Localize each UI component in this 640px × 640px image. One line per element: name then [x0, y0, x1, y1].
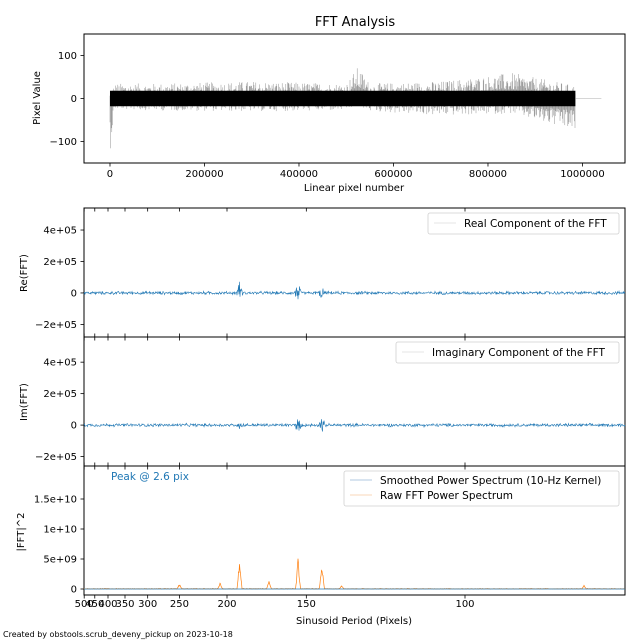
y-tick-label: 0	[71, 585, 77, 596]
imag-legend: Imaginary Component of the FFT	[395, 341, 620, 364]
period-tick-label: 300	[138, 599, 157, 610]
x-tick-label: 600000	[374, 169, 412, 180]
y-tick-label: 100	[58, 51, 77, 62]
imag-legend-label: Imaginary Component of the FFT	[432, 347, 606, 359]
y-tick-label: 4e+05	[43, 226, 77, 237]
real-panel-ticks: −2e+05 0 2e+05 4e+05	[35, 208, 466, 337]
pixel-panel-ticks: 0 200000 400000 600000 800000 1000000 −100 0 100	[50, 51, 605, 180]
power-panel-frame	[83, 465, 626, 596]
y-tick-label: −2e+05	[35, 452, 77, 463]
x-tick-label: 800000	[469, 169, 507, 180]
imag-fft-trace	[83, 419, 626, 432]
period-tick-label: 200	[217, 599, 236, 610]
raw-legend-label: Raw FFT Power Spectrum	[380, 490, 513, 502]
imag-panel-ticks: −2e+05 0 2e+05 4e+05	[35, 337, 466, 466]
real-fft-line	[83, 281, 626, 300]
x-tick-label: 1000000	[560, 169, 605, 180]
period-tick-label: 450	[85, 599, 104, 610]
pixel-noise-trace	[109, 68, 576, 149]
pixel-value-trace	[109, 68, 602, 149]
y-tick-label: 5e+09	[43, 555, 77, 566]
period-tick-label: 150	[297, 599, 316, 610]
period-tick-label: 400	[98, 599, 117, 610]
period-tick-label: 250	[170, 599, 189, 610]
y-tick-label: 2e+05	[43, 257, 77, 268]
period-x-axis-label: Sinusoid Period (Pixels)	[296, 616, 412, 627]
pixel-value-panel: 0 200000 400000 600000 800000 1000000 −100 0 100…	[32, 33, 626, 194]
y-tick-label: 1.5e+10	[34, 495, 77, 506]
imag-fft-panel: −2e+05 0 2e+05 4e+05 Im(FFT) Imaginary Comp…	[19, 336, 626, 467]
period-tick-label: 500	[75, 599, 94, 610]
real-legend: Real Component of the FFT	[427, 212, 620, 235]
y-tick-label: 4e+05	[43, 358, 77, 369]
real-fft-panel: −2e+05 0 2e+05 4e+05 Re(FFT) Real Component…	[19, 207, 626, 338]
x-tick-label: 400000	[280, 169, 318, 180]
y-tick-label: 2e+05	[43, 389, 77, 400]
power-y-axis-label: |FFT|^2	[16, 513, 27, 552]
y-tick-label: 0	[71, 421, 77, 432]
power-legend: Smoothed Power Spectrum (10-Hz Kernel) R…	[343, 470, 620, 507]
period-tick-label: 350	[115, 599, 134, 610]
real-fft-trace	[83, 281, 626, 300]
y-tick-label: 0	[71, 94, 77, 105]
chart-title: FFT Analysis	[315, 15, 396, 30]
raw-power-line	[83, 558, 626, 590]
smoothed-legend-label: Smoothed Power Spectrum (10-Hz Kernel)	[380, 475, 601, 487]
y-tick-label: −2e+05	[35, 320, 77, 331]
real-y-axis-label: Re(FFT)	[19, 254, 30, 292]
period-tick-label: 100	[455, 599, 474, 610]
y-tick-label: 1e+10	[43, 525, 77, 536]
pixel-x-axis-label: Linear pixel number	[304, 183, 405, 194]
x-tick-label: 200000	[185, 169, 223, 180]
power-spectrum-traces	[83, 558, 626, 590]
y-tick-label: 0	[71, 288, 77, 299]
x-tick-label: 0	[107, 169, 113, 180]
imag-fft-line	[83, 419, 626, 432]
y-tick-label: −100	[50, 137, 77, 148]
pixel-y-axis-label: Pixel Value	[32, 71, 43, 125]
imag-y-axis-label: Im(FFT)	[19, 383, 30, 421]
footer-credit: Created by obstools.scrub_deveny_pickup …	[3, 630, 233, 639]
real-legend-label: Real Component of the FFT	[464, 218, 607, 230]
peak-annotation: Peak @ 2.6 pix	[111, 471, 189, 483]
